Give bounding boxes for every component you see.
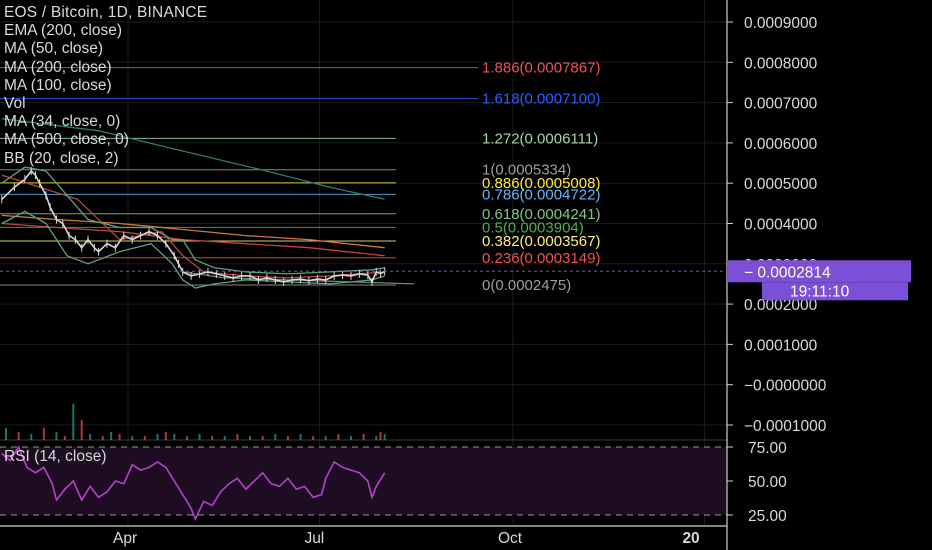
- fib-label-0.886(0.0005008): 0.886(0.0005008): [482, 175, 600, 192]
- y-tick-label-0.0007000: 0.0007000: [744, 96, 818, 113]
- volume-bar-4: [55, 431, 58, 440]
- volume-bar-6: [72, 403, 75, 440]
- volume-bar-31: [362, 433, 365, 440]
- fibonacci-levels: 1.886(0.0007867) 1.618(0.0007100) 1.272(0.…: [0, 60, 600, 294]
- volume-bar-16: [173, 433, 176, 440]
- indicator-ma-100[interactable]: MA (100, close): [4, 76, 112, 94]
- volume-bar-30: [350, 435, 353, 440]
- volume-bar-11: [118, 433, 121, 440]
- volume-bar-19: [211, 435, 214, 440]
- volume-bar-24: [274, 433, 277, 440]
- indicator-ma-200[interactable]: MA (200, close): [4, 58, 112, 76]
- countdown-value: 19:11:10: [790, 283, 850, 300]
- volume-bar-3: [42, 427, 45, 440]
- volume-bar-17: [185, 435, 188, 440]
- volume-bar-22: [249, 435, 252, 440]
- y-tick-label-0.0006000: 0.0006000: [744, 136, 818, 153]
- indicator-bb[interactable]: BB (20, close, 2): [4, 149, 119, 167]
- ma-line-2: [1, 118, 385, 200]
- x-tick-label-Jul: Jul: [304, 530, 324, 547]
- y-tick-label-0.0008000: 0.0008000: [744, 55, 818, 72]
- fib-label-0(0.0002475): 0(0.0002475): [482, 277, 571, 294]
- rsi-tick-label-50.00: 50.00: [748, 474, 787, 491]
- volume-bar-15: [164, 431, 167, 440]
- volume-bar-2: [30, 433, 33, 440]
- volume-bar-27: [312, 435, 315, 440]
- rsi-tick-label-75.00: 75.00: [748, 440, 787, 457]
- volume-bar-26: [299, 433, 302, 440]
- indicator-ma-500[interactable]: MA (500, close, 0): [4, 131, 129, 149]
- rsi-band: [0, 447, 727, 515]
- volume-bar-33: [379, 431, 382, 440]
- volume-bar-14: [156, 433, 159, 440]
- volume-bar-20: [223, 435, 226, 440]
- y-tick-label-0.0001000: 0.0001000: [744, 337, 818, 354]
- indicator-ma-34[interactable]: MA (34, close, 0): [4, 113, 121, 131]
- fib-label-1.886(0.0007867): 1.886(0.0007867): [482, 60, 600, 77]
- fib-label-1.618(0.0007100): 1.618(0.0007100): [482, 91, 600, 108]
- y-tick-label-0.0005000: 0.0005000: [744, 176, 818, 193]
- fib-label-0.786(0.0004722): 0.786(0.0004722): [482, 186, 600, 203]
- x-tick-label-20: 20: [682, 530, 699, 547]
- chart-legend: EOS / Bitcoin, 1D, BINANCE EMA (200, clo…: [4, 4, 207, 168]
- volume-bar-18: [198, 433, 201, 440]
- y-tick-label-0.0004000: 0.0004000: [744, 217, 818, 234]
- volume-bar-25: [286, 435, 289, 440]
- price-series: [1, 167, 386, 286]
- volume-bar-9: [101, 435, 104, 440]
- fib-label-0.618(0.0004241): 0.618(0.0004241): [482, 206, 600, 223]
- grid-lines: [0, 0, 727, 526]
- volume-bar-34: [383, 433, 386, 440]
- volume-bar-21: [236, 433, 239, 440]
- bb-upper: [1, 166, 385, 275]
- volume-bar-13: [143, 435, 146, 440]
- indicator-ma-50[interactable]: MA (50, close): [4, 40, 104, 58]
- volume-bar-12: [131, 435, 134, 440]
- volume-bar-10: [110, 431, 113, 440]
- rsi-panel: [0, 439, 727, 522]
- volume-bar-5: [63, 435, 66, 440]
- volume-bar-0: [4, 427, 7, 440]
- fib-label-0.236(0.0003149): 0.236(0.0003149): [482, 250, 600, 267]
- last-price-value: − 0.0002814: [744, 264, 831, 281]
- indicator-vol[interactable]: Vol: [4, 95, 26, 113]
- y-tick-label-−0.0001000: −0.0001000: [744, 418, 827, 435]
- volume-bar-29: [337, 433, 340, 440]
- volume-bars: [4, 403, 386, 440]
- volume-bar-28: [324, 435, 327, 440]
- x-tick-label-Apr: Apr: [113, 530, 137, 547]
- volume-bar-7: [80, 419, 83, 440]
- countdown-box: [762, 282, 908, 301]
- volume-bar-32: [375, 435, 378, 440]
- fib-label-0.5(0.0003904): 0.5(0.0003904): [482, 219, 584, 236]
- indicator-ema-200[interactable]: EMA (200, close): [4, 22, 123, 40]
- symbol-title[interactable]: EOS / Bitcoin, 1D, BINANCE: [4, 4, 208, 21]
- y-tick-label-−0.0000000: −0.0000000: [744, 378, 827, 395]
- rsi-line: [1, 445, 386, 522]
- volume-bar-1: [17, 431, 20, 440]
- rsi-legend[interactable]: RSI (14, close): [4, 448, 107, 465]
- last-price-tag: − 0.0002814 19:11:10: [0, 260, 911, 301]
- y-tick-label-0.0009000: 0.0009000: [744, 15, 818, 32]
- volume-bar-8: [89, 433, 92, 440]
- x-tick-label-Oct: Oct: [498, 530, 523, 547]
- rsi-tick-label-25.00: 25.00: [748, 508, 787, 525]
- fib-label-0.382(0.0003567): 0.382(0.0003567): [482, 233, 600, 250]
- fib-label-1(0.0005334): 1(0.0005334): [482, 162, 571, 179]
- fib-label-1.272(0.0006111): 1.272(0.0006111): [482, 130, 598, 147]
- last-price-box: [727, 260, 911, 283]
- y-tick-label-0.0002000: 0.0002000: [744, 297, 818, 314]
- volume-bar-23: [261, 435, 264, 440]
